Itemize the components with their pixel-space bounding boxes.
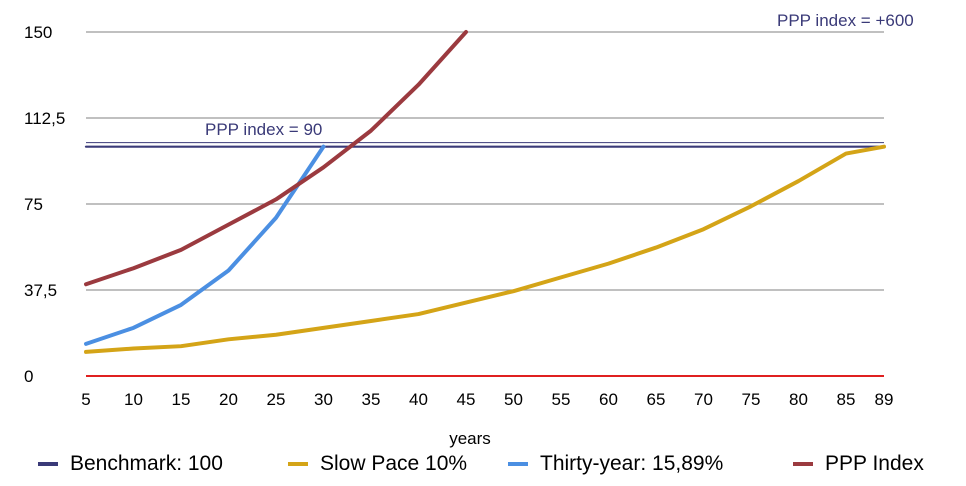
chart-area: 0 37,5 75 112,5 150 5 10 15 20 25 30 35 40 45 50 55 60 6… xyxy=(24,11,914,448)
y-tick-label: 150 xyxy=(24,23,52,42)
legend-swatch-slow-pace xyxy=(288,462,308,466)
legend-item-thirty-year: Thirty-year: 15,89% xyxy=(508,452,723,476)
legend-swatch-thirty-year xyxy=(508,462,528,466)
legend-label-thirty-year: Thirty-year: 15,89% xyxy=(540,452,724,475)
legend: Benchmark: 100 Slow Pace 10% Thirty-year… xyxy=(0,452,966,482)
series-lines xyxy=(84,30,886,354)
legend-label-ppp-index: PPP Index xyxy=(825,452,924,475)
x-tick-label: 10 xyxy=(124,390,143,409)
x-tick-label: 50 xyxy=(504,390,523,409)
x-tick-label: 80 xyxy=(789,390,808,409)
legend-item-benchmark: Benchmark: 100 xyxy=(38,452,223,476)
x-tick-label: 60 xyxy=(599,390,618,409)
y-tick-label: 0 xyxy=(24,367,33,386)
series-line-3 xyxy=(84,30,468,287)
legend-label-slow-pace: Slow Pace 10% xyxy=(320,452,468,475)
x-tick-label: 65 xyxy=(647,390,666,409)
legend-swatch-benchmark xyxy=(38,462,58,466)
legend-label-benchmark: Benchmark: 100 xyxy=(70,452,223,475)
x-tick-label: 85 xyxy=(837,390,856,409)
x-axis-ticks: 5 10 15 20 25 30 35 40 45 50 55 60 65 70 75 80 85 89 xyxy=(81,390,893,409)
x-tick-label: 70 xyxy=(694,390,713,409)
x-axis-label: years xyxy=(449,429,491,448)
y-tick-label: 37,5 xyxy=(24,281,57,300)
series-line-2 xyxy=(84,144,326,346)
y-axis-ticks: 0 37,5 75 112,5 150 xyxy=(24,23,65,386)
x-tick-label: 5 xyxy=(81,390,90,409)
x-tick-label: 89 xyxy=(875,390,894,409)
y-tick-label: 112,5 xyxy=(24,109,65,128)
annotation-ppp-90: PPP index = 90 xyxy=(205,120,322,139)
x-tick-label: 40 xyxy=(409,390,428,409)
legend-item-slow-pace: Slow Pace 10% xyxy=(288,452,467,476)
x-tick-label: 20 xyxy=(219,390,238,409)
x-tick-label: 15 xyxy=(172,390,191,409)
x-tick-label: 35 xyxy=(362,390,381,409)
grid-lines xyxy=(86,31,884,377)
y-tick-label: 75 xyxy=(24,195,43,214)
x-tick-label: 30 xyxy=(314,390,333,409)
x-tick-label: 45 xyxy=(457,390,476,409)
x-tick-label: 55 xyxy=(552,390,571,409)
series-line-1 xyxy=(84,144,886,354)
legend-swatch-ppp-index xyxy=(793,462,813,466)
annotation-ppp-600: PPP index = +600 xyxy=(777,11,914,30)
legend-item-ppp-index: PPP Index xyxy=(793,452,924,476)
x-tick-label: 25 xyxy=(267,390,286,409)
x-tick-label: 75 xyxy=(742,390,761,409)
